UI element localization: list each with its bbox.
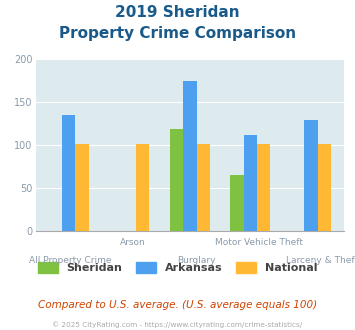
Legend: Sheridan, Arkansas, National: Sheridan, Arkansas, National xyxy=(38,262,317,273)
Bar xyxy=(136,144,149,231)
Bar xyxy=(318,144,331,231)
Bar xyxy=(76,144,89,231)
Bar xyxy=(304,120,318,231)
Text: Arson: Arson xyxy=(120,238,146,247)
Text: Property Crime Comparison: Property Crime Comparison xyxy=(59,26,296,41)
Text: Compared to U.S. average. (U.S. average equals 100): Compared to U.S. average. (U.S. average … xyxy=(38,300,317,310)
Text: Burglary: Burglary xyxy=(177,256,215,265)
Text: All Property Crime: All Property Crime xyxy=(29,256,111,265)
Text: 2019 Sheridan: 2019 Sheridan xyxy=(115,5,240,20)
Bar xyxy=(62,115,76,231)
Bar xyxy=(244,135,257,231)
Bar xyxy=(197,144,210,231)
Bar xyxy=(170,129,183,231)
Text: Motor Vehicle Theft: Motor Vehicle Theft xyxy=(215,238,303,247)
Text: © 2025 CityRating.com - https://www.cityrating.com/crime-statistics/: © 2025 CityRating.com - https://www.city… xyxy=(53,322,302,328)
Text: Larceny & Theft: Larceny & Theft xyxy=(286,256,355,265)
Bar xyxy=(230,175,244,231)
Bar xyxy=(183,81,197,231)
Bar xyxy=(257,144,271,231)
